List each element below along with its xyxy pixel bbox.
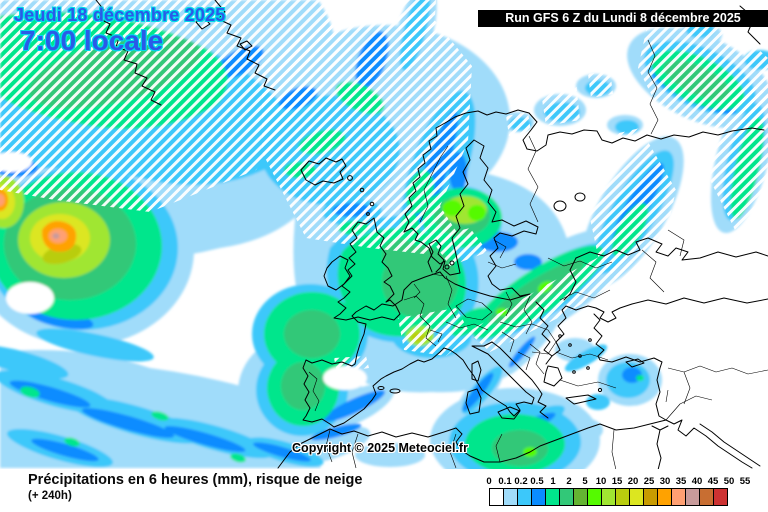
scale-color-cell — [517, 488, 532, 506]
scale-color-cell — [489, 488, 504, 506]
scale-tick-label: 25 — [643, 476, 655, 487]
scale-tick-label: 0 — [486, 476, 492, 487]
forecast-step-label: (+ 240h) — [28, 490, 72, 502]
scale-tick-label: 10 — [595, 476, 607, 487]
precip-scale-cells — [489, 488, 728, 506]
scale-color-cell — [559, 488, 574, 506]
scale-tick-label: 5 — [582, 476, 588, 487]
scale-color-cell — [643, 488, 658, 506]
forecast-date: Jeudi 18 décembre 2025 — [14, 5, 226, 25]
scale-color-cell — [713, 488, 728, 506]
copyright-watermark: Copyright © 2025 Meteociel.fr — [292, 441, 468, 455]
scale-color-cell — [587, 488, 602, 506]
model-run-banner: Run GFS 6 Z du Lundi 8 décembre 2025 — [478, 10, 768, 27]
scale-color-cell — [573, 488, 588, 506]
scale-tick-label: 2 — [566, 476, 572, 487]
legend-title: Précipitations en 6 heures (mm), risque … — [28, 472, 363, 488]
map-canvas — [0, 0, 768, 469]
scale-tick-label: 50 — [723, 476, 735, 487]
scale-color-cell — [601, 488, 616, 506]
scale-tick-label: 0.5 — [530, 476, 544, 487]
scale-tick-label: 1 — [550, 476, 556, 487]
snow-risk-hatch-layer — [0, 0, 768, 373]
scale-tick-label: 55 — [739, 476, 751, 487]
scale-color-cell — [671, 488, 686, 506]
borders-layer — [308, 39, 768, 469]
legend-bar: Précipitations en 6 heures (mm), risque … — [0, 469, 768, 512]
scale-color-cell — [503, 488, 518, 506]
scale-color-cell — [657, 488, 672, 506]
scale-tick-label: 0.2 — [514, 476, 528, 487]
scale-tick-label: 0.1 — [498, 476, 512, 487]
scale-tick-label: 40 — [691, 476, 703, 487]
scale-color-cell — [531, 488, 546, 506]
scale-color-cell — [545, 488, 560, 506]
scale-tick-label: 15 — [611, 476, 623, 487]
scale-color-cell — [685, 488, 700, 506]
scale-color-cell — [699, 488, 714, 506]
forecast-time: 7:00 locale — [20, 24, 164, 56]
scale-color-cell — [629, 488, 644, 506]
scale-tick-label: 35 — [675, 476, 687, 487]
precipitation-map: Jeudi 18 décembre 2025 7:00 locale Run G… — [0, 0, 768, 469]
scale-tick-label: 45 — [707, 476, 719, 487]
coastlines-layer — [95, 0, 768, 469]
scale-tick-label: 30 — [659, 476, 671, 487]
forecast-datetime: Jeudi 18 décembre 2025 7:00 locale — [14, 5, 226, 56]
scale-color-cell — [615, 488, 630, 506]
scale-tick-label: 20 — [627, 476, 639, 487]
